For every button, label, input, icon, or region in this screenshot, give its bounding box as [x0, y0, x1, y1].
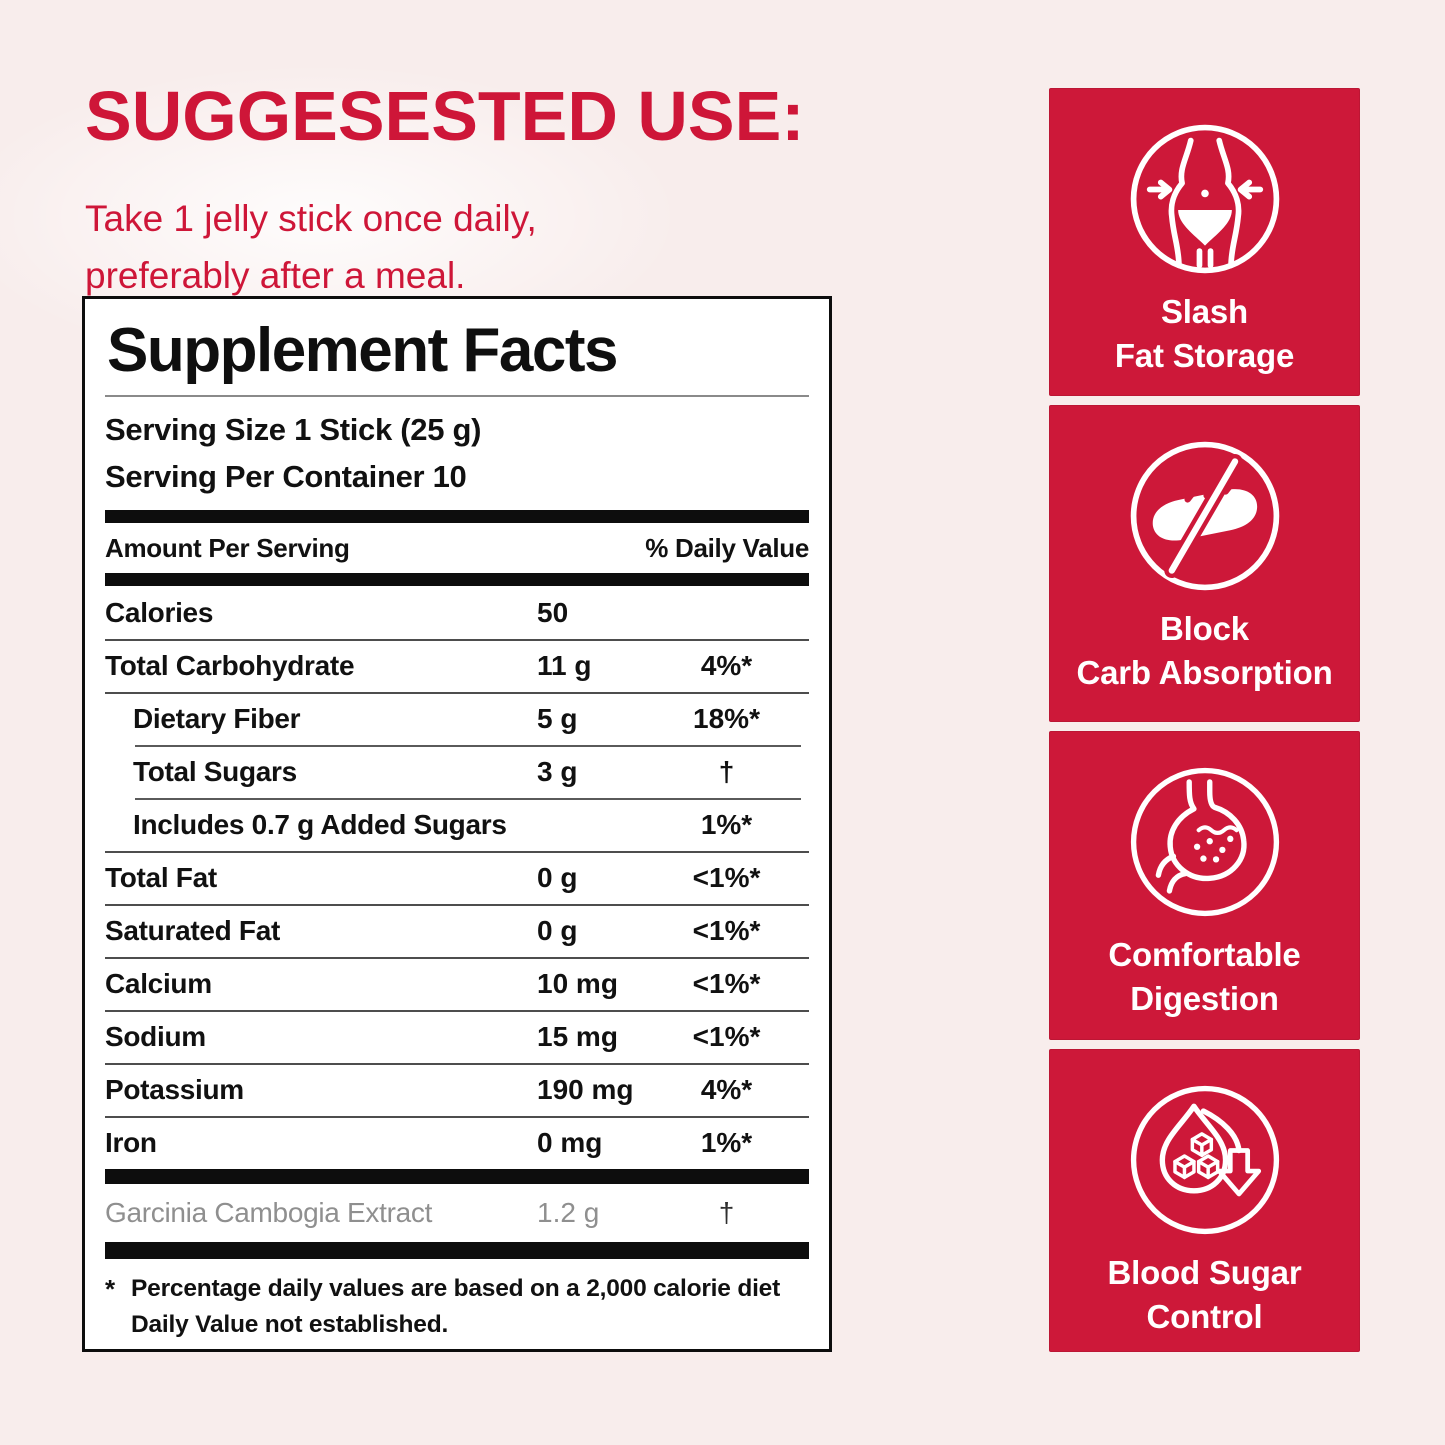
- row-dv: 4%*: [700, 649, 753, 681]
- row-amount: 1.2 g: [537, 1197, 600, 1229]
- table-row: Total Sugars 3 g †: [105, 745, 809, 798]
- table-row: Sodium 15 mg <1%*: [105, 1010, 809, 1063]
- table-row: Potassium 190 mg 4%*: [105, 1063, 809, 1116]
- row-name: Calcium: [105, 967, 212, 999]
- row-name: Saturated Fat: [105, 914, 281, 946]
- row-amount: 11 g: [537, 649, 592, 681]
- waist-slim-icon: [1130, 124, 1279, 274]
- table-row: Total Carbohydrate 11 g 4%*: [105, 639, 809, 692]
- table-row: Iron 0 mg 1%*: [105, 1116, 809, 1169]
- footnote-asterisk: *: [105, 1274, 116, 1305]
- row-amount: 15 mg: [537, 1020, 618, 1052]
- suggested-use-section: SUGGESESTED USE: Take 1 jelly stick once…: [85, 77, 985, 305]
- stomach-icon: [1130, 767, 1279, 917]
- footnote-line1: Percentage daily values are based on a 2…: [131, 1275, 781, 1303]
- row-amount: 0 g: [537, 914, 578, 946]
- suggested-use-title: SUGGESESTED USE:: [85, 77, 805, 155]
- servings-per-container: Serving Per Container 10: [105, 458, 467, 494]
- row-dv: 1%*: [700, 808, 753, 840]
- blood-sugar-drop-icon: [1130, 1085, 1279, 1235]
- benefit-label: Comfortable Digestion: [1108, 936, 1301, 1017]
- row-dv: <1%*: [692, 861, 761, 893]
- row-amount: 3 g: [537, 755, 578, 787]
- suggested-use-line2: preferably after a meal.: [85, 254, 466, 296]
- row-name: Garcinia Cambogia Extract: [105, 1197, 433, 1229]
- supplement-facts-title: Supplement Facts: [107, 316, 619, 385]
- benefit-card-comfortable-digestion: Comfortable Digestion: [1049, 731, 1360, 1040]
- divider: [105, 395, 809, 398]
- serving-info: Serving Size 1 Stick (25 g) Serving Per …: [105, 407, 809, 500]
- row-amount: 0 g: [537, 861, 578, 893]
- thick-divider: [105, 510, 809, 524]
- no-bread-icon: [1130, 441, 1279, 591]
- row-dv: 18%*: [693, 702, 760, 734]
- suggested-use-line1: Take 1 jelly stick once daily,: [85, 197, 537, 239]
- daily-value-header: % Daily Value: [645, 532, 809, 563]
- row-name: Calories: [105, 596, 214, 628]
- row-amount: 5 g: [537, 702, 578, 734]
- footnote: * Percentage daily values are based on a…: [105, 1271, 809, 1342]
- row-dv: †: [718, 755, 735, 787]
- row-name: Total Carbohydrate: [105, 649, 355, 681]
- table-row: Dietary Fiber 5 g 18%*: [105, 692, 809, 745]
- benefit-card-blood-sugar-control: Blood Sugar Control: [1049, 1049, 1360, 1352]
- table-row: Calcium 10 mg <1%*: [105, 957, 809, 1010]
- row-dv: <1%*: [692, 1020, 761, 1052]
- row-name: Iron: [105, 1126, 157, 1158]
- table-header: Amount Per Serving % Daily Value: [105, 523, 809, 573]
- table-row: Calories 50: [105, 586, 809, 639]
- row-dv: <1%*: [692, 967, 761, 999]
- thick-divider: [105, 1169, 809, 1185]
- thick-divider: [105, 573, 809, 587]
- row-name: Total Sugars: [133, 755, 297, 787]
- nutrition-table: Calories 50 Total Carbohydrate 11 g 4%* …: [105, 586, 809, 1169]
- table-row: Total Fat 0 g <1%*: [105, 851, 809, 904]
- benefits-sidebar: Slash Fat Storage Block Carb Absorption: [1049, 88, 1360, 1352]
- row-name: Dietary Fiber: [133, 702, 301, 734]
- table-row: Saturated Fat 0 g <1%*: [105, 904, 809, 957]
- row-name: Sodium: [105, 1020, 206, 1052]
- row-dv: <1%*: [692, 914, 761, 946]
- thick-divider: [105, 1242, 809, 1260]
- benefit-label: Block Carb Absorption: [1076, 610, 1333, 691]
- benefit-card-block-carb-absorption: Block Carb Absorption: [1049, 405, 1360, 722]
- row-name: Includes 0.7 g Added Sugars: [133, 808, 507, 840]
- benefit-label: Slash Fat Storage: [1114, 293, 1295, 374]
- serving-size: Serving Size 1 Stick (25 g): [105, 412, 482, 448]
- row-name: Potassium: [105, 1073, 244, 1105]
- benefit-card-slash-fat-storage: Slash Fat Storage: [1049, 88, 1360, 396]
- row-name: Total Fat: [105, 861, 217, 893]
- table-row: Includes 0.7 g Added Sugars 1%*: [105, 798, 809, 851]
- row-amount: 0 mg: [537, 1126, 603, 1158]
- supplement-facts-panel: Supplement Facts Serving Size 1 Stick (2…: [82, 296, 832, 1352]
- footnote-line2: Daily Value not established.: [131, 1310, 449, 1338]
- table-row-garcinia: Garcinia Cambogia Extract 1.2 g †: [105, 1184, 809, 1242]
- row-dv: 4%*: [700, 1073, 753, 1105]
- suggested-use-text: Take 1 jelly stick once daily, preferabl…: [85, 190, 985, 305]
- amount-per-serving-header: Amount Per Serving: [105, 532, 350, 563]
- row-amount: 190 mg: [537, 1073, 634, 1105]
- row-dv: 1%*: [700, 1126, 753, 1158]
- row-amount: 10 mg: [537, 967, 618, 999]
- benefit-label: Blood Sugar Control: [1107, 1254, 1302, 1335]
- row-dv: †: [718, 1197, 735, 1229]
- row-amount: 50: [537, 596, 569, 628]
